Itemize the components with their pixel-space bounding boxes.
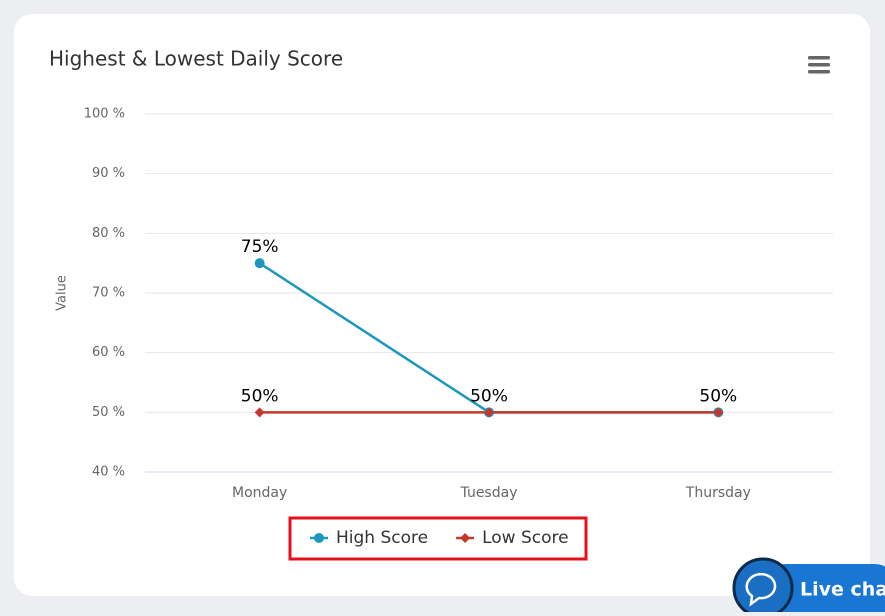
x-tick-label: Thursday bbox=[685, 485, 751, 501]
menu-bar bbox=[808, 56, 830, 60]
marker bbox=[484, 407, 494, 418]
card bbox=[14, 14, 870, 596]
live-chat[interactable]: Live chat bbox=[732, 557, 885, 616]
legend-label: High Score bbox=[336, 528, 428, 548]
chart-title: Highest & Lowest Daily Score bbox=[49, 47, 343, 71]
y-tick-label: 100 % bbox=[84, 107, 125, 122]
y-axis-title: Value bbox=[55, 275, 70, 311]
marker bbox=[314, 533, 324, 543]
x-tick-label: Tuesday bbox=[460, 485, 518, 501]
data-label: 50% bbox=[241, 386, 279, 406]
legend-box bbox=[288, 516, 588, 561]
data-label: 75% bbox=[241, 237, 279, 257]
x-tick-label: Monday bbox=[232, 485, 287, 501]
y-tick-label: 70 % bbox=[92, 286, 125, 301]
data-label: 50% bbox=[470, 386, 508, 406]
y-tick-label: 50 % bbox=[92, 405, 125, 420]
menu-button[interactable] bbox=[808, 56, 830, 74]
menu-bar bbox=[808, 63, 830, 67]
y-tick-label: 90 % bbox=[92, 166, 125, 181]
marker bbox=[254, 407, 265, 418]
legend-label: Low Score bbox=[482, 528, 569, 548]
live-chat-icon bbox=[732, 557, 794, 616]
marker bbox=[460, 533, 471, 543]
data-label: 50% bbox=[699, 386, 737, 406]
y-tick-label: 80 % bbox=[92, 226, 125, 241]
menu-bar bbox=[808, 70, 830, 74]
y-tick-label: 60 % bbox=[92, 345, 125, 360]
marker bbox=[713, 407, 724, 418]
y-tick-label: 40 % bbox=[92, 465, 125, 480]
marker bbox=[254, 258, 265, 269]
live-chat-label: Live chat bbox=[800, 579, 885, 601]
chat-glyph bbox=[745, 572, 777, 607]
